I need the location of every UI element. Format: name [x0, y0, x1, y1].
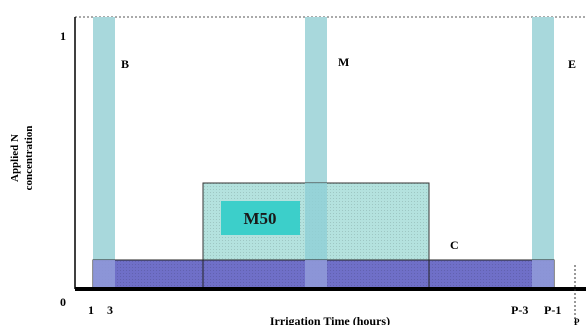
- c-bar-band-m: [305, 260, 327, 289]
- y-tick-1: 1: [60, 29, 66, 43]
- label-c: C: [450, 238, 459, 252]
- x-tick-3: 3: [107, 303, 113, 317]
- band-e: [532, 17, 554, 289]
- band-b: [93, 17, 115, 289]
- x-axis-label: Irrigation Time (hours): [270, 314, 390, 325]
- label-m: M: [338, 55, 349, 69]
- y-axis-label-line1: Applied N: [9, 134, 21, 182]
- x-tick-p: P: [574, 317, 580, 325]
- label-b: B: [121, 57, 129, 71]
- y-axis-label-line2: concentration: [23, 126, 35, 191]
- y-tick-0: 0: [60, 295, 66, 309]
- label-e: E: [568, 57, 576, 71]
- m50-label: M50: [243, 209, 276, 228]
- x-tick-p1: P-1: [544, 303, 561, 317]
- c-bar-band-b: [93, 260, 115, 289]
- x-tick-p3: P-3: [511, 303, 528, 317]
- x-tick-1: 1: [88, 303, 94, 317]
- c-bar-band-e: [532, 260, 554, 289]
- m50-badge: [221, 201, 300, 235]
